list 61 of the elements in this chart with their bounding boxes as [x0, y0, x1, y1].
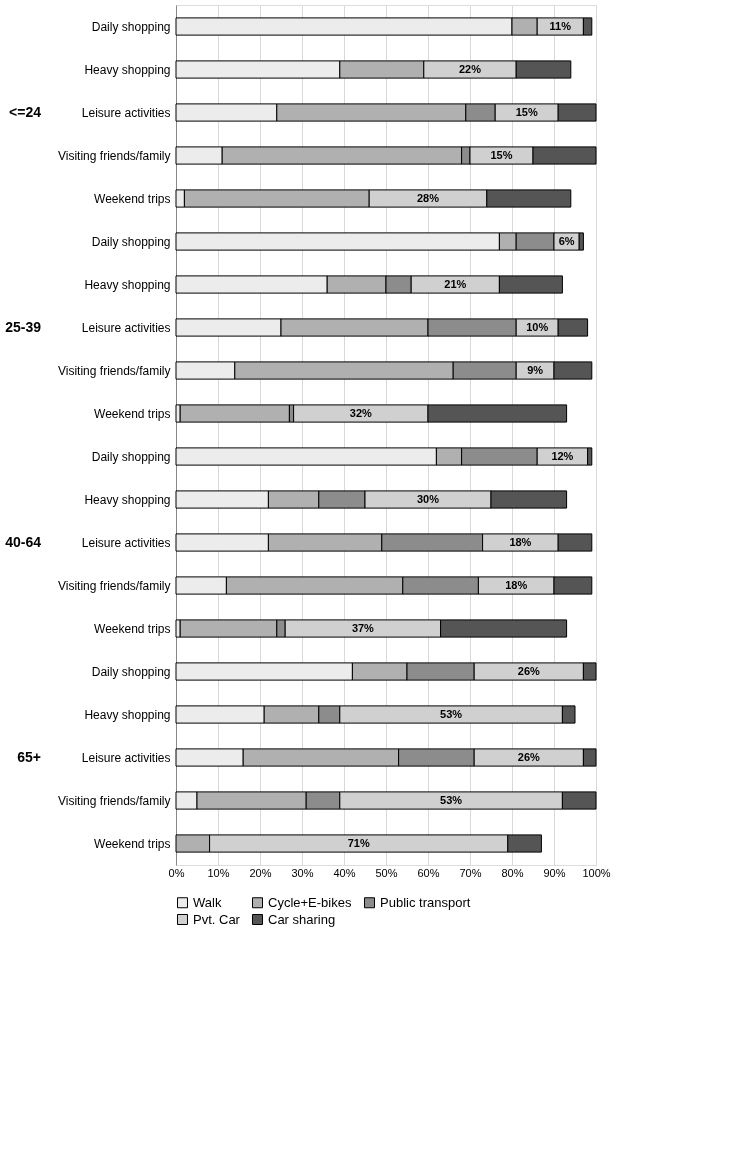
x-tick-label: 20%	[249, 866, 272, 879]
y-tick-label: Leisure activities	[81, 750, 171, 765]
legend-label: Walk	[193, 894, 222, 910]
data-label: 30%	[416, 492, 440, 505]
legend-label: Pvt. Car	[193, 911, 241, 927]
x-tick-label: 30%	[291, 866, 314, 879]
data-label: 11%	[549, 19, 572, 32]
y-tick-label: Visiting friends/family	[58, 793, 171, 808]
y-tick-label: Visiting friends/family	[58, 578, 171, 593]
data-label: 26%	[517, 664, 541, 677]
y-tick-label: Daily shopping	[91, 234, 171, 249]
data-label: 9%	[527, 363, 544, 376]
y-tick-label: Heavy shopping	[84, 492, 171, 507]
data-label: 53%	[440, 707, 463, 720]
y-tick-label: Weekend trips	[94, 836, 171, 851]
data-label: 28%	[416, 191, 440, 204]
data-label: 26%	[517, 750, 541, 763]
y-tick-label: Visiting friends/family	[58, 363, 171, 378]
y-tick-label: Daily shopping	[91, 449, 171, 464]
text: 40-64	[5, 533, 42, 550]
y-tick-label: Weekend trips	[94, 406, 171, 421]
x-tick-label: 100%	[582, 866, 611, 879]
data-label: 15%	[515, 105, 538, 118]
data-label: 32%	[349, 406, 373, 419]
y-tick-label: Weekend trips	[94, 621, 171, 636]
legend-label: Car sharing	[268, 911, 336, 927]
y-tick-label: Heavy shopping	[84, 62, 171, 77]
x-tick-label: 70%	[459, 866, 482, 879]
y-tick-label: Leisure activities	[81, 105, 171, 120]
y-tick-label: Weekend trips	[94, 191, 171, 206]
y-tick-label: Visiting friends/family	[58, 148, 171, 163]
x-tick-label: 60%	[417, 866, 440, 879]
data-label: 53%	[440, 793, 463, 806]
x-tick-label: 50%	[375, 866, 398, 879]
data-label: 6%	[558, 234, 575, 247]
data-label: 12%	[551, 449, 574, 462]
data-label: 10%	[526, 320, 549, 333]
text: 65+	[17, 748, 41, 765]
y-tick-label: Heavy shopping	[84, 277, 171, 292]
y-tick-label: Daily shopping	[91, 19, 171, 34]
data-label: 18%	[505, 578, 528, 591]
data-label: 18%	[509, 535, 532, 548]
data-label: 71%	[347, 836, 370, 849]
data-label: 15%	[490, 148, 513, 161]
bar	[179, 404, 290, 423]
x-tick-label: 0%	[168, 866, 185, 879]
y-tick-label: Daily shopping	[91, 664, 171, 679]
y-tick-label: Heavy shopping	[84, 707, 171, 722]
y-tick-label: Leisure activities	[81, 320, 171, 335]
data-label: 22%	[458, 62, 482, 75]
legend-label: Public transport	[380, 894, 471, 910]
x-tick-label: 80%	[501, 866, 524, 879]
y-tick-label: Leisure activities	[81, 535, 171, 550]
x-tick-label: 90%	[543, 866, 566, 879]
x-tick-label: 40%	[333, 866, 356, 879]
text: <=24	[9, 103, 42, 120]
data-label: 37%	[351, 621, 375, 634]
text: 25-39	[5, 318, 42, 335]
data-label: 21%	[444, 277, 467, 290]
x-tick-label: 10%	[207, 866, 230, 879]
legend-label: Cycle+E-bikes	[268, 894, 352, 910]
